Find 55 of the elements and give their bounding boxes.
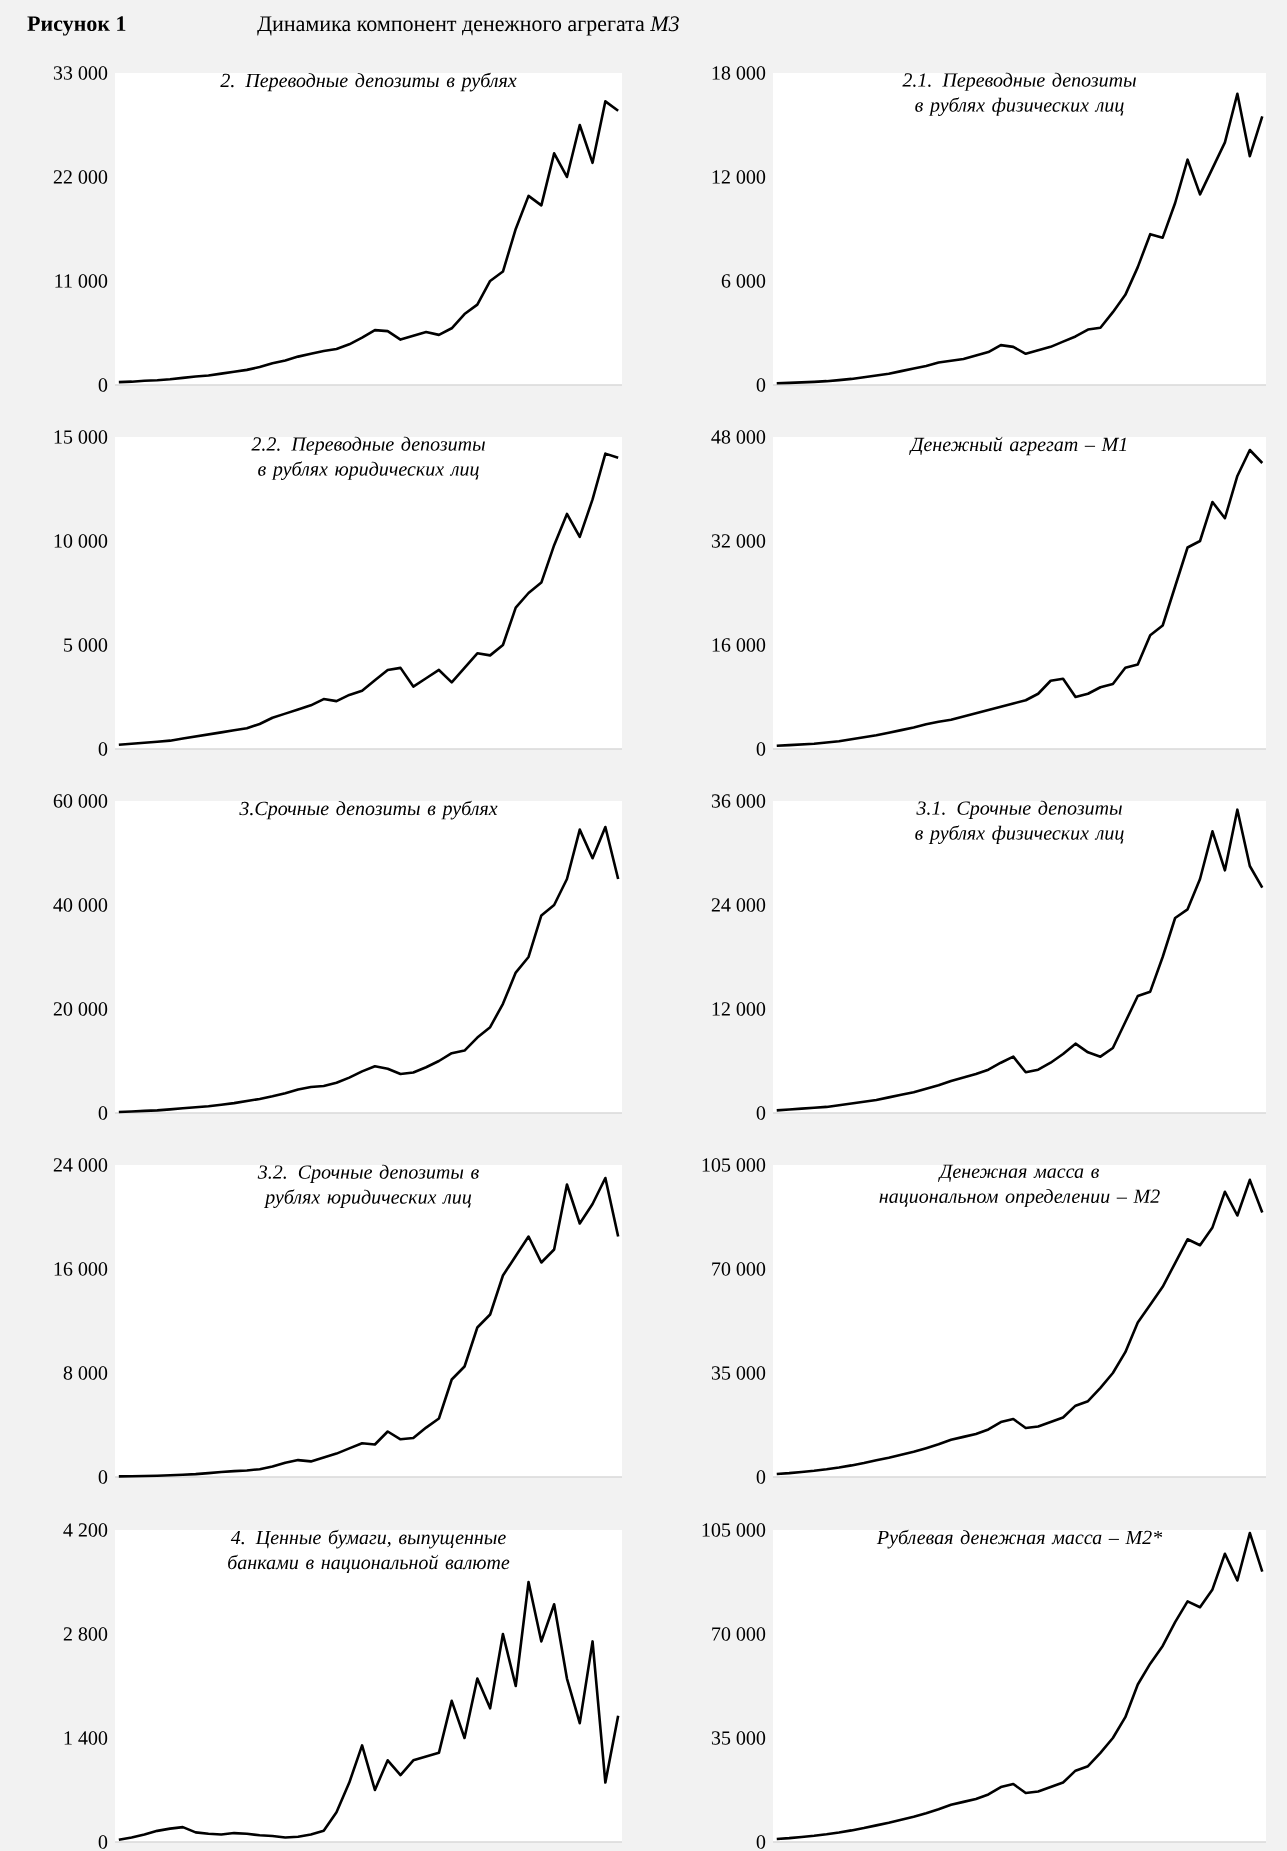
y-tick-label: 0	[756, 1835, 766, 1849]
y-tick-label: 0	[98, 1835, 108, 1849]
y-tick-label: 24 000	[53, 1158, 108, 1172]
y-tick-label: 0	[98, 1106, 108, 1120]
y-tick-label: 6 000	[721, 274, 766, 288]
text: 3.2. Срочные депозиты в рублях юридических лиц	[257, 1164, 479, 1208]
y-tick-label: 16 000	[712, 638, 766, 652]
y-tick-label: 4 200	[63, 1523, 108, 1537]
y-tick-label: 48 000	[711, 430, 766, 444]
y-tick-label: 15 000	[54, 430, 108, 444]
text: 4. Ценные бумаги, выпущенные банками в национальной валюте	[228, 1529, 510, 1574]
y-tick-label: 1 400	[64, 1731, 108, 1745]
y-tick-label: 0	[756, 742, 766, 756]
y-tick-label: 32 000	[711, 534, 766, 548]
y-tick-label: 70 000	[712, 1262, 766, 1276]
line-series	[117, 100, 620, 384]
chart-title: Рублевая денежная масса – M2*	[876, 1529, 1163, 1549]
line-series	[117, 1580, 620, 1842]
y-tick-label: 0	[98, 378, 108, 392]
y-tick-label: 35 000	[711, 1366, 766, 1380]
text: 3.1. Срочные депозиты в рублях физических лиц	[915, 800, 1124, 844]
text: Рисунок 1	[27, 16, 126, 36]
y-tick-label: 8 000	[63, 1366, 108, 1380]
y-tick-label: 0	[756, 1106, 766, 1120]
chart-title: 3.Срочные депозиты в рублях	[239, 800, 498, 820]
y-tick-label: 22 000	[53, 170, 108, 184]
text: 2.2. Переводные депозиты в рублях юридических лиц	[251, 436, 485, 480]
chart-title: Денежный агрегат – M1	[909, 436, 1127, 456]
y-tick-label: 11 000	[55, 274, 108, 288]
y-tick-label: 20 000	[53, 1002, 108, 1016]
y-tick-label: 18 000	[712, 66, 766, 80]
y-tick-label: 10 000	[54, 534, 108, 548]
y-tick-label: 105 000	[702, 1158, 766, 1172]
y-tick-label: 40 000	[53, 898, 108, 912]
y-tick-label: 16 000	[54, 1262, 108, 1276]
chart-title: 2. Переводные депозиты в рублях	[220, 72, 517, 92]
y-tick-label: 2 800	[63, 1627, 108, 1641]
y-tick-label: 0	[756, 378, 766, 392]
y-tick-label: 0	[98, 742, 108, 756]
y-tick-label: 0	[756, 1470, 766, 1484]
text: Денежная масса в национальном определении – M2	[879, 1164, 1160, 1208]
y-tick-label: 35 000	[711, 1731, 766, 1745]
y-tick-label: 33 000	[53, 66, 108, 80]
y-tick-label: 12 000	[712, 1002, 766, 1016]
y-tick-label: 5 000	[64, 638, 108, 652]
y-tick-label: 105 000	[702, 1523, 766, 1537]
y-tick-label: 12 000	[712, 170, 766, 184]
y-tick-label: 36 000	[711, 794, 766, 808]
y-tick-label: 24 000	[711, 898, 766, 912]
y-tick-label: 60 000	[53, 794, 108, 808]
text: Динамика компонент денежного агрегата M3	[257, 16, 679, 36]
text: 2.1. Переводные депозиты в рублях физических лиц	[902, 72, 1136, 116]
y-tick-label: 0	[98, 1470, 108, 1484]
y-tick-label: 70 000	[712, 1627, 766, 1641]
line-series	[775, 1531, 1264, 1841]
